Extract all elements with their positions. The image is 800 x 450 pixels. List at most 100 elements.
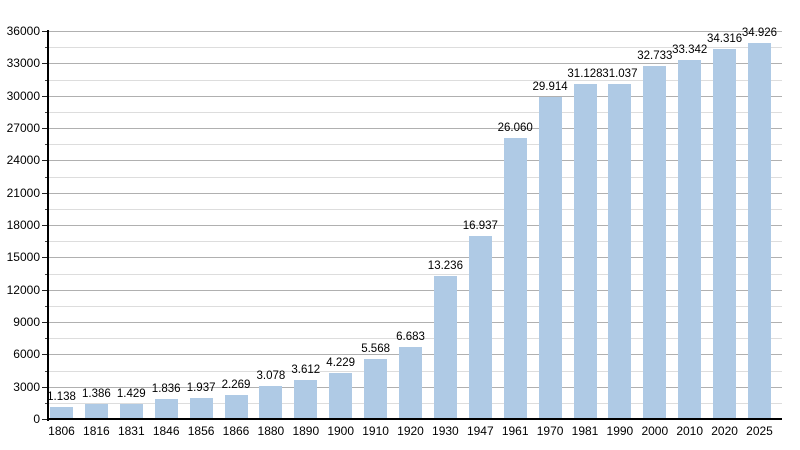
gridline-major — [49, 289, 782, 291]
y-axis-major-tick — [42, 192, 49, 194]
bar-value-label: 29.914 — [532, 80, 568, 93]
bar-value-label: 1.386 — [82, 388, 111, 401]
bar-value-label: 31.037 — [602, 68, 638, 81]
bar-1970 — [538, 96, 562, 419]
bar-value-label: 2.269 — [221, 378, 251, 391]
gridline-major — [49, 128, 782, 129]
y-axis-major-tick — [42, 257, 49, 259]
x-tick-label: 1866 — [222, 424, 250, 438]
y-tick-label: 27000 — [6, 121, 40, 135]
gridline-minor — [49, 273, 782, 275]
bar-1846 — [154, 399, 178, 419]
x-tick-label: 1990 — [606, 424, 634, 438]
bar-value-label: 3.612 — [291, 364, 321, 377]
gridline-major — [49, 257, 782, 259]
gridline-major — [49, 63, 782, 65]
bar-1816 — [84, 404, 108, 419]
y-axis-major-tick — [42, 225, 49, 226]
gridline-minor — [49, 144, 782, 146]
y-axis-major-tick — [42, 354, 49, 356]
y-tick-label: 3000 — [13, 379, 40, 394]
bar-value-label: 13.236 — [427, 260, 463, 273]
y-tick-label: 30000 — [6, 88, 40, 103]
y-tick-label: 6000 — [13, 347, 40, 362]
bar-1880 — [259, 385, 283, 419]
y-tick-label: 15000 — [6, 250, 40, 265]
gridline-minor — [49, 338, 782, 340]
x-tick-label: 1981 — [571, 424, 599, 438]
bar-value-label: 16.937 — [462, 220, 498, 233]
bar-1990 — [608, 84, 632, 419]
x-tick-label: 1970 — [536, 424, 564, 438]
gridline-minor — [49, 176, 782, 178]
bar-2025 — [748, 42, 771, 419]
gridline-major — [49, 192, 782, 194]
x-tick-label: 2020 — [711, 424, 738, 438]
bar-value-label: 26.060 — [497, 122, 533, 135]
y-tick-label: 9000 — [13, 315, 40, 329]
x-tick-label: 1880 — [257, 424, 285, 438]
x-tick-label: 1806 — [48, 424, 75, 438]
y-tick-label: 36000 — [6, 24, 40, 38]
x-tick-label: 1910 — [362, 424, 389, 438]
bar-1961 — [503, 138, 527, 419]
x-tick-label: 2025 — [746, 424, 773, 438]
bar-value-label: 5.568 — [361, 342, 390, 355]
x-tick-label: 1846 — [152, 424, 180, 438]
bar-1831 — [119, 403, 143, 419]
bar-value-label: 3.078 — [256, 369, 286, 382]
y-axis-major-tick — [42, 386, 49, 388]
bar-value-label: 33.342 — [672, 43, 708, 56]
y-tick-label: 0 — [33, 412, 40, 426]
bar-value-label: 31.128 — [567, 67, 603, 80]
bar-1806 — [50, 406, 73, 419]
x-tick-label: 2000 — [641, 424, 669, 438]
gridline-minor — [49, 111, 782, 113]
gridline-minor — [49, 47, 782, 49]
bar-2020 — [713, 49, 737, 419]
gridline-major — [49, 95, 782, 97]
y-tick-label: 12000 — [6, 282, 40, 297]
gridline-major — [49, 225, 782, 226]
bar-value-label: 32.733 — [637, 50, 673, 63]
bar-1856 — [189, 398, 213, 419]
y-axis-major-tick — [42, 63, 49, 65]
bar-1910 — [364, 358, 388, 419]
gridline-minor — [49, 241, 782, 243]
y-axis-major-tick — [42, 95, 49, 97]
y-tick-label: 33000 — [6, 56, 40, 71]
bar-value-label: 1.429 — [116, 387, 146, 400]
bar-value-label: 6.683 — [396, 330, 425, 343]
x-tick-label: 1930 — [432, 424, 459, 438]
bar-1890 — [294, 380, 318, 419]
bar-value-label: 34.316 — [707, 33, 743, 46]
y-tick-label: 21000 — [6, 185, 40, 200]
y-axis-major-tick — [42, 419, 49, 420]
bar-value-label: 1.937 — [186, 382, 216, 395]
bar-1866 — [224, 394, 248, 419]
bar-2010 — [678, 59, 702, 419]
gridline-minor — [49, 305, 782, 307]
y-axis-major-tick — [42, 31, 49, 32]
gridline-minor — [49, 208, 782, 210]
bar-1900 — [329, 373, 353, 419]
bar-1947 — [468, 236, 492, 419]
gridline-minor — [49, 79, 782, 81]
y-axis-major-tick — [42, 160, 49, 162]
bar-1930 — [433, 276, 457, 419]
bar-value-label: 1.836 — [151, 383, 181, 396]
bar-1920 — [399, 346, 422, 419]
bar-value-label: 34.926 — [741, 26, 778, 39]
y-axis-major-tick — [42, 128, 49, 129]
gridline-major — [49, 322, 782, 323]
y-axis-line — [47, 30, 49, 421]
x-tick-label: 2010 — [676, 424, 704, 438]
y-tick-label: 18000 — [6, 218, 40, 232]
y-tick-label: 24000 — [6, 153, 40, 168]
x-axis-line — [47, 418, 782, 420]
gridline-major — [49, 160, 782, 162]
bar-2000 — [643, 66, 667, 419]
x-tick-label: 1900 — [327, 424, 355, 438]
bar-value-label: 1.138 — [47, 390, 76, 403]
